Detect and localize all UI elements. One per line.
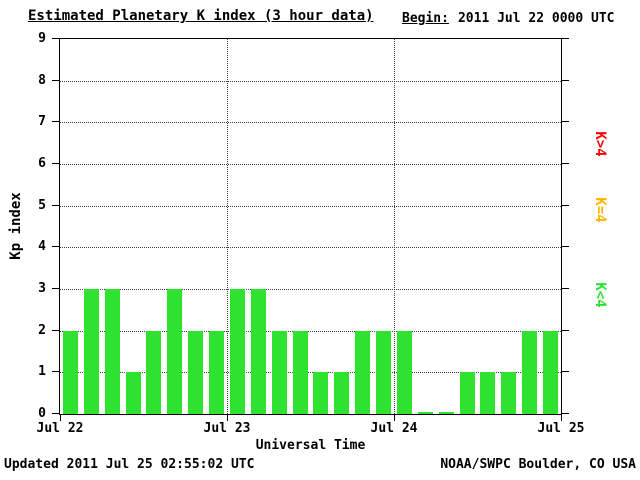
x-tick-label: Jul 22 <box>36 421 84 436</box>
kp-bar <box>209 330 225 414</box>
y-tick-mark <box>52 38 60 39</box>
x-axis-title: Universal Time <box>255 438 366 453</box>
gridline-horizontal <box>60 372 561 374</box>
begin-timestamp: Begin: 2011 Jul 22 0000 UTC <box>402 11 615 26</box>
y-tick-mark-right <box>562 121 569 123</box>
y-tick-mark <box>52 329 60 331</box>
kp-bar <box>271 330 287 414</box>
y-tick-label: 6 <box>38 156 46 171</box>
x-axis: Jul 22 Jul 23 Jul 24 Jul 25 <box>37 415 584 455</box>
x-tick-mark <box>60 415 61 421</box>
y-tick-label: 1 <box>38 364 46 380</box>
y-tick-mark <box>52 204 60 206</box>
x-tick-mark <box>394 415 395 421</box>
gridline-horizontal <box>60 80 561 82</box>
y-axis: 0 1 2 3 4 5 6 7 8 9 <box>0 31 60 421</box>
y-tick-mark-right <box>562 288 569 289</box>
gridline-day-divider <box>394 39 395 414</box>
y-tick-mark-right <box>562 329 569 331</box>
x-tick-label: Jul 24 <box>370 421 418 436</box>
kp-bar <box>83 289 99 414</box>
kp-bar <box>459 372 475 414</box>
kp-bar <box>104 289 120 414</box>
kp-bar <box>480 372 496 414</box>
gridline-horizontal <box>60 122 561 124</box>
kp-bar <box>501 372 517 414</box>
kp-bar <box>188 330 204 414</box>
x-tick-mark <box>227 415 228 421</box>
kp-bar <box>62 330 78 414</box>
gridline-horizontal <box>60 330 561 332</box>
gridline-horizontal <box>60 247 561 249</box>
y-tick-mark-right <box>562 38 569 39</box>
kp-bar <box>396 330 412 414</box>
legend-k-above-4: K>4 <box>592 131 608 157</box>
chart-title: Estimated Planetary K index (3 hour data… <box>28 8 374 24</box>
y-tick-mark-right <box>562 163 569 164</box>
x-tick-label: Jul 23 <box>203 421 251 436</box>
y-tick-mark <box>52 246 60 248</box>
y-tick-mark <box>52 79 60 81</box>
kp-bar <box>313 372 329 414</box>
y-tick-label: 0 <box>38 406 46 421</box>
begin-label: Begin: <box>402 11 449 26</box>
y-tick-label: 5 <box>38 197 46 213</box>
kp-bar <box>167 289 183 414</box>
legend-k-equals-4: K=4 <box>592 197 608 223</box>
kp-bar <box>125 372 141 414</box>
kp-bar <box>146 330 162 414</box>
y-tick-label: 7 <box>38 114 46 130</box>
y-tick-mark <box>52 288 60 289</box>
y-tick-mark-right <box>562 79 569 81</box>
x-tick-mark <box>561 415 562 421</box>
y-tick-mark <box>52 121 60 123</box>
updated-timestamp: Updated 2011 Jul 25 02:55:02 UTC <box>4 457 255 472</box>
kp-bar <box>334 372 350 414</box>
gridline-horizontal <box>60 164 561 165</box>
kp-bar <box>522 330 538 414</box>
y-tick-mark <box>52 163 60 164</box>
kp-bar <box>417 412 433 414</box>
y-tick-label: 8 <box>38 72 46 88</box>
y-tick-label: 4 <box>38 239 46 255</box>
y-tick-mark <box>52 413 60 414</box>
x-tick-label: Jul 25 <box>537 421 585 436</box>
y-tick-mark-right <box>562 413 569 414</box>
plot-area <box>59 38 562 415</box>
kp-bar <box>229 289 245 414</box>
gridline-day-divider <box>227 39 228 414</box>
kp-bar <box>543 330 559 414</box>
credit: NOAA/SWPC Boulder, CO USA <box>440 457 636 472</box>
y-tick-mark <box>52 371 60 373</box>
y-tick-label: 2 <box>38 322 46 338</box>
begin-value: 2011 Jul 22 0000 UTC <box>457 11 615 26</box>
kp-bar <box>292 330 308 414</box>
y-tick-mark-right <box>562 246 569 248</box>
kp-bar <box>376 330 392 414</box>
y-tick-mark-right <box>562 371 569 373</box>
y-tick-label: 3 <box>38 281 46 296</box>
y-tick-mark-right <box>562 204 569 206</box>
y-tick-label: 9 <box>38 31 46 46</box>
gridline-horizontal <box>60 205 561 207</box>
y-axis-right <box>562 38 574 414</box>
kp-bar <box>250 289 266 414</box>
kp-bar <box>355 330 371 414</box>
gridline-horizontal <box>60 289 561 290</box>
kp-bar <box>438 412 454 414</box>
legend-k-below-4: K<4 <box>592 282 608 308</box>
